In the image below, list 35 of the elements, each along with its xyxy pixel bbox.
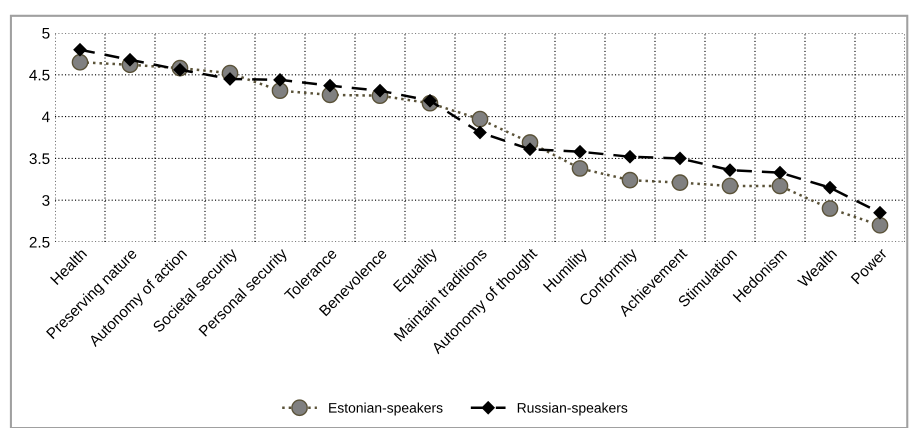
point <box>872 216 888 234</box>
point <box>722 178 738 194</box>
point <box>72 54 88 71</box>
point <box>723 164 737 177</box>
point <box>472 110 488 128</box>
point <box>573 145 587 158</box>
point <box>473 126 487 140</box>
point <box>273 73 287 86</box>
point <box>223 72 237 86</box>
y-tick-label: 3.5 <box>29 153 50 164</box>
point <box>772 178 788 194</box>
point <box>373 84 387 98</box>
point <box>173 63 187 76</box>
point <box>773 166 787 180</box>
point <box>272 82 288 100</box>
y-tick-label: 2.5 <box>30 236 50 248</box>
point <box>873 206 887 220</box>
y-tick-label: 4.5 <box>29 70 50 80</box>
legend-label: Russian-speakers <box>518 402 628 416</box>
y-tick-label: 5 <box>42 28 50 39</box>
point <box>673 152 687 165</box>
point <box>823 181 837 194</box>
point <box>822 200 838 217</box>
point <box>323 79 337 92</box>
point <box>423 94 437 108</box>
y-tick-label: 4 <box>42 112 50 122</box>
legend-label: Estonian-speakers <box>329 402 443 416</box>
point <box>123 53 137 66</box>
point <box>672 174 688 191</box>
point <box>523 142 537 156</box>
point <box>623 150 637 164</box>
y-tick-label: 3 <box>42 195 50 206</box>
point <box>572 160 588 177</box>
point <box>622 172 638 188</box>
point <box>73 43 87 56</box>
